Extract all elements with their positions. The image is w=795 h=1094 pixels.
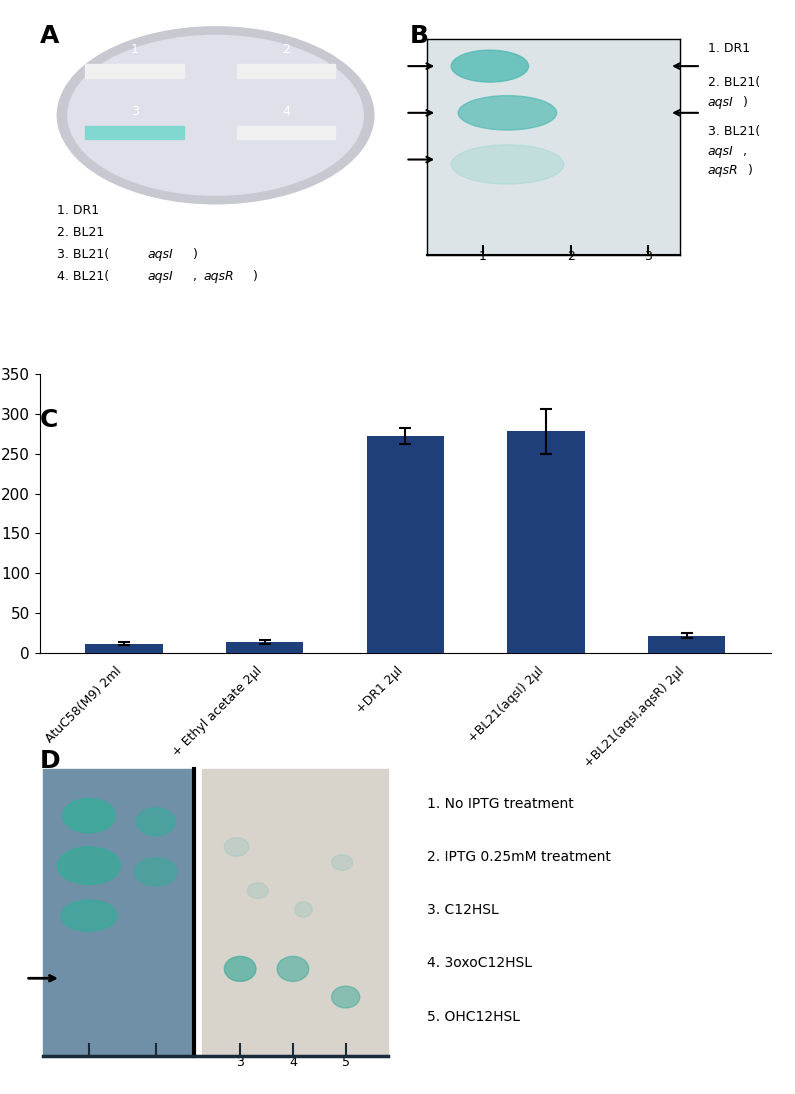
- Text: 1. DR1: 1. DR1: [57, 203, 99, 217]
- Text: 4. BL21(: 4. BL21(: [57, 270, 110, 283]
- Ellipse shape: [451, 144, 564, 184]
- Bar: [85, 65, 184, 78]
- Text: aqsI: aqsI: [708, 95, 734, 108]
- Text: 1: 1: [130, 44, 138, 56]
- Bar: [237, 126, 335, 139]
- Text: AtuC58(M9) 2ml: AtuC58(M9) 2ml: [43, 664, 124, 745]
- Bar: [507, 431, 585, 653]
- Text: 2. IPTG 0.25mM treatment: 2. IPTG 0.25mM treatment: [427, 850, 611, 864]
- Text: 3: 3: [130, 105, 138, 118]
- Text: 3: 3: [644, 249, 652, 263]
- Text: 2: 2: [567, 249, 575, 263]
- Text: 4. 3oxoC12HSL: 4. 3oxoC12HSL: [427, 956, 532, 970]
- Text: 3: 3: [236, 1056, 244, 1069]
- Text: aqsR: aqsR: [204, 270, 234, 283]
- Bar: [85, 126, 184, 139]
- Text: 4: 4: [282, 105, 290, 118]
- Bar: [43, 769, 195, 1057]
- Text: ,: ,: [743, 144, 751, 158]
- Ellipse shape: [57, 847, 121, 884]
- Text: aqsI: aqsI: [147, 248, 173, 261]
- Bar: [226, 642, 304, 653]
- Text: ): ): [253, 270, 258, 283]
- Bar: [648, 636, 726, 653]
- Ellipse shape: [458, 95, 556, 130]
- Text: ): ): [192, 248, 198, 261]
- Text: +DR1 2μl: +DR1 2μl: [354, 664, 405, 715]
- Ellipse shape: [68, 35, 363, 195]
- Ellipse shape: [332, 986, 359, 1008]
- Ellipse shape: [452, 50, 529, 82]
- Bar: [366, 437, 444, 653]
- Text: A: A: [40, 24, 59, 48]
- Ellipse shape: [61, 900, 117, 931]
- Text: 1: 1: [479, 249, 487, 263]
- Text: 1. No IPTG treatment: 1. No IPTG treatment: [427, 796, 573, 811]
- Text: aqsI: aqsI: [708, 144, 734, 158]
- Ellipse shape: [57, 26, 374, 203]
- Text: 3. BL21(: 3. BL21(: [57, 248, 110, 261]
- Text: + Ethyl acetate 2μl: + Ethyl acetate 2μl: [170, 664, 265, 759]
- Text: D: D: [40, 749, 60, 773]
- Text: +BL21(aqsI,aqsR) 2μl: +BL21(aqsI,aqsR) 2μl: [581, 664, 687, 769]
- Text: 3. BL21(: 3. BL21(: [708, 125, 760, 138]
- Text: aqsR: aqsR: [708, 164, 739, 177]
- Ellipse shape: [134, 858, 176, 886]
- Ellipse shape: [224, 838, 249, 857]
- Text: 5. OHC12HSL: 5. OHC12HSL: [427, 1010, 520, 1024]
- Text: 2: 2: [152, 1056, 160, 1069]
- Text: ): ): [743, 95, 748, 108]
- Text: 2: 2: [282, 44, 290, 56]
- Text: ,: ,: [192, 270, 200, 283]
- Ellipse shape: [63, 799, 115, 833]
- Text: C: C: [40, 408, 58, 432]
- Bar: [237, 65, 335, 78]
- Text: aqsI: aqsI: [147, 270, 173, 283]
- Ellipse shape: [295, 901, 312, 917]
- Bar: [427, 39, 680, 255]
- Text: 1: 1: [85, 1056, 93, 1069]
- Bar: [86, 643, 163, 653]
- Text: +BL21(aqsI) 2μl: +BL21(aqsI) 2μl: [466, 664, 546, 745]
- Text: ): ): [748, 164, 753, 177]
- Text: 1. DR1: 1. DR1: [708, 42, 750, 55]
- Text: 2. BL21(: 2. BL21(: [708, 75, 760, 89]
- Ellipse shape: [277, 956, 308, 981]
- Ellipse shape: [247, 883, 268, 898]
- Text: 5: 5: [342, 1056, 350, 1069]
- Ellipse shape: [137, 807, 175, 836]
- Ellipse shape: [224, 956, 256, 981]
- Text: B: B: [409, 24, 429, 48]
- Text: 4: 4: [289, 1056, 297, 1069]
- Text: 3. C12HSL: 3. C12HSL: [427, 904, 498, 917]
- Bar: [201, 769, 388, 1057]
- Ellipse shape: [332, 854, 353, 871]
- Text: 2. BL21: 2. BL21: [57, 225, 105, 238]
